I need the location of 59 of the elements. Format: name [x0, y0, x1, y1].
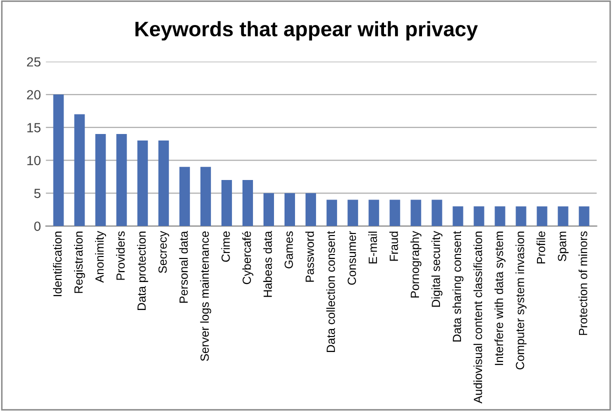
x-tick-label: Fraud — [389, 232, 398, 261]
bar — [53, 94, 64, 226]
x-tick-label: Registration — [74, 232, 86, 293]
x-tick-label: Protection of minors — [578, 231, 588, 335]
bar — [95, 134, 106, 226]
bar — [536, 206, 548, 226]
bar — [578, 206, 590, 226]
x-tick-label: Providers — [116, 231, 125, 280]
x-tick-label: Interfere with data system — [494, 232, 506, 365]
bar — [452, 206, 464, 226]
y-tick-label: 15 — [27, 123, 40, 132]
x-tick-label: Anonimity — [95, 230, 106, 283]
bar — [558, 206, 568, 226]
x-tick-label: Profile — [536, 231, 546, 264]
x-tick-label: Consumer — [348, 231, 356, 285]
bar — [74, 114, 85, 226]
bar — [158, 140, 169, 226]
x-tick-label: Games — [284, 231, 293, 268]
x-tick-label: Password — [305, 232, 314, 282]
x-tick-label: Computer system invasion — [516, 232, 527, 370]
x-tick-label: Audiovisual content classification — [473, 232, 482, 404]
bar — [137, 140, 148, 226]
bar — [284, 193, 296, 226]
x-tick-label: Data collection consent — [326, 230, 335, 352]
x-tick-label: Cybercafé — [242, 231, 254, 284]
bar — [494, 206, 506, 226]
bar — [516, 206, 526, 226]
x-tick-label: Secrecy — [158, 230, 170, 274]
x-tick-label: Data sharing consent — [452, 230, 464, 342]
bar — [200, 166, 211, 226]
x-tick-label: E-mail — [368, 232, 378, 264]
bar — [116, 134, 127, 226]
x-tick-label: Pornography — [410, 230, 422, 298]
bar — [368, 200, 380, 226]
x-tick-label: Server logs maintenance — [200, 231, 212, 361]
y-tick-label: 20 — [27, 90, 41, 100]
x-tick-label: Spam — [558, 232, 569, 262]
x-tick-label: Habeas data — [263, 230, 272, 297]
bar — [263, 193, 274, 226]
bar — [242, 180, 253, 226]
bar — [221, 180, 232, 226]
chart-title: Keywords that appear with privacy — [135, 21, 478, 41]
x-tick-label: Data protection — [137, 232, 148, 310]
x-tick-label: Personal data — [179, 230, 188, 303]
y-tick-label: 10 — [27, 156, 41, 166]
bar — [179, 166, 190, 226]
bar — [432, 200, 442, 226]
y-tick-label: 0 — [34, 222, 41, 231]
bar — [306, 193, 316, 226]
y-tick-label: 25 — [27, 57, 40, 67]
bar — [474, 206, 484, 226]
x-tick-label: Identification — [53, 232, 62, 296]
bar — [326, 200, 338, 226]
x-tick-label: Digital security — [431, 230, 442, 307]
y-tick-label: 5 — [34, 188, 40, 198]
bar — [410, 200, 422, 226]
x-tick-label: Crime — [221, 231, 230, 262]
bar — [390, 200, 400, 226]
bar — [348, 200, 358, 226]
